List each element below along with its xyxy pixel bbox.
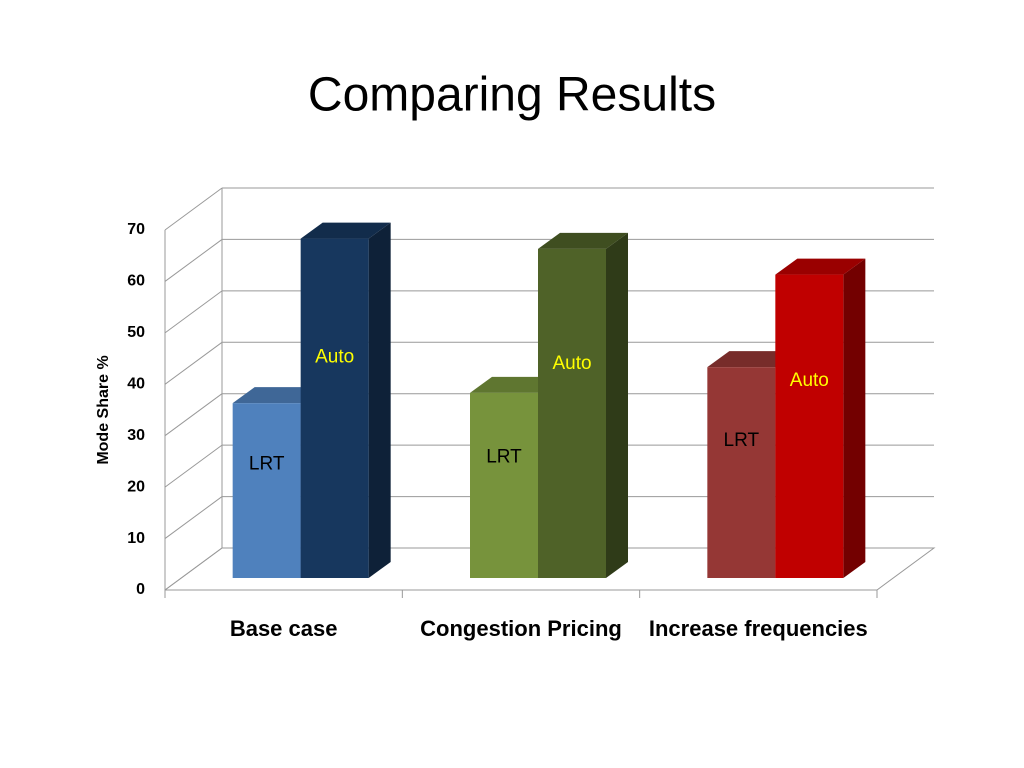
- bar-side: [843, 258, 866, 578]
- y-tick-label: 30: [127, 427, 145, 444]
- x-tick-label: Increase frequencies: [648, 616, 868, 641]
- grid-side: [164, 547, 223, 591]
- chart-title: Comparing Results: [308, 69, 716, 122]
- bar-top: [538, 232, 628, 249]
- bar-top: [775, 258, 866, 275]
- bar-label: LRT: [486, 447, 522, 468]
- bar-front: [775, 274, 844, 578]
- y-tick-label: 70: [127, 221, 145, 238]
- bar-label: LRT: [249, 453, 285, 474]
- bar-label: LRT: [724, 430, 760, 451]
- y-tick-label: 50: [127, 324, 145, 341]
- bar-front: [470, 392, 538, 578]
- bar: [775, 258, 866, 578]
- y-tick-label: 40: [127, 376, 145, 393]
- x-tick-label: Congestion Pricing: [420, 616, 622, 641]
- grid-side: [164, 341, 223, 385]
- grid-side: [164, 290, 223, 334]
- y-tick-label: 0: [136, 581, 145, 598]
- bar-label: Auto: [790, 370, 829, 391]
- bar-front: [538, 248, 606, 578]
- bar-top: [707, 351, 798, 368]
- bar-front: [232, 403, 301, 578]
- grid-side: [164, 393, 223, 437]
- bar-top: [300, 222, 391, 239]
- bar-front: [300, 238, 369, 579]
- y-tick-label: 20: [127, 478, 145, 495]
- bar: [538, 232, 628, 578]
- y-axis-title: Mode Share %: [95, 355, 112, 464]
- grid-side: [164, 239, 223, 282]
- y-tick-label: 10: [127, 530, 145, 547]
- bar: [300, 222, 391, 579]
- bar-side: [606, 232, 628, 578]
- bar-label: Auto: [552, 353, 591, 374]
- grid-side: [164, 496, 223, 539]
- grid-side: [164, 187, 223, 231]
- grid-line: [164, 187, 934, 231]
- bar-side: [368, 222, 391, 579]
- bar-front: [707, 367, 776, 578]
- grid-side: [164, 444, 223, 488]
- bar-top: [232, 387, 323, 404]
- bar-label: Auto: [315, 346, 354, 367]
- y-tick-label: 60: [127, 273, 145, 290]
- bar-top: [470, 376, 560, 393]
- x-tick-label: Base case: [229, 616, 338, 641]
